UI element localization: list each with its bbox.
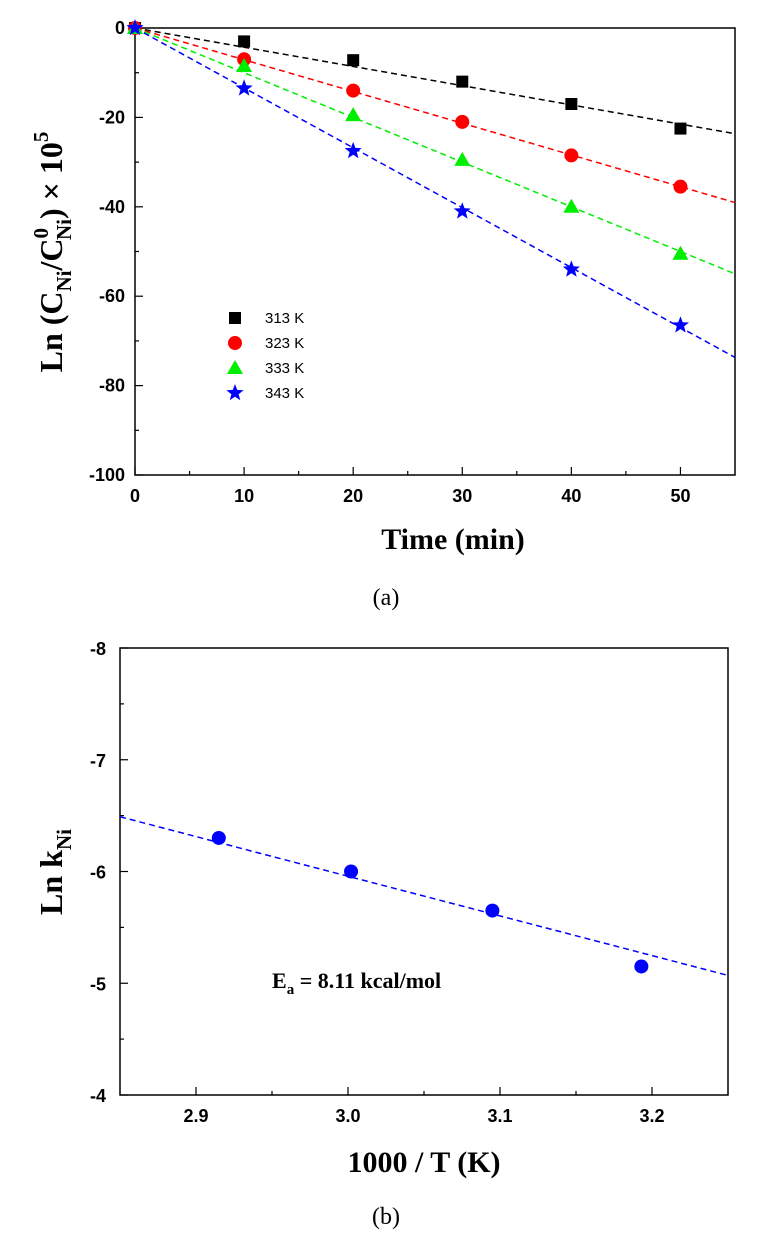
chart-b-ticks: 2.9 3.0 3.1 3.2 -8 -7 -6 -5 -4 [90, 639, 665, 1126]
data-point [456, 75, 469, 88]
data-point [344, 864, 359, 879]
data-point [345, 107, 362, 122]
legend-marker [226, 384, 244, 401]
x-tick-label: 40 [561, 486, 581, 506]
legend-marker [228, 336, 242, 350]
data-point [565, 97, 578, 110]
x-tick-label: 3.0 [335, 1106, 360, 1126]
x-tick-label: 2.9 [183, 1106, 208, 1126]
chart-a-frame [134, 27, 736, 476]
data-point [454, 151, 471, 166]
legend-label: 333 K [265, 360, 304, 377]
data-point [126, 19, 144, 36]
chart-a-fit-lines [134, 27, 736, 359]
chart-b-points [211, 830, 649, 974]
data-point [634, 959, 649, 974]
chart-a-legend: 313 K 323 K 333 K 343 K [226, 310, 304, 402]
chart-a-xlabel: Time (min) [381, 523, 525, 556]
x-tick-label: 3.1 [487, 1106, 512, 1126]
data-point [562, 260, 580, 277]
fit-line [119, 816, 729, 977]
legend-label: 313 K [265, 310, 304, 327]
y-tick-label: -7 [90, 751, 106, 771]
y-tick-label: -5 [90, 974, 106, 994]
data-point [673, 179, 688, 194]
chart-a-points [126, 19, 689, 333]
chart-b-xlabel: 1000 / T (K) [347, 1146, 500, 1179]
data-point [235, 79, 253, 96]
data-point [236, 57, 253, 72]
y-tick-label: -4 [90, 1086, 106, 1106]
data-point [347, 54, 360, 67]
chart-a-panel-label: (a) [373, 585, 400, 611]
y-tick-label: -8 [90, 639, 106, 659]
chart-b: 2.9 3.0 3.1 3.2 -8 -7 -6 -5 -4 Ea = 8.11 kcal/mo… [33, 639, 729, 1230]
data-point [564, 148, 579, 163]
chart-b-ylabel: Ln kNi [33, 829, 76, 915]
y-tick-label: -20 [99, 107, 125, 127]
legend-marker [229, 312, 241, 324]
fit-line [134, 27, 736, 359]
y-tick-label: -40 [99, 197, 125, 217]
y-tick-label: -6 [90, 863, 106, 883]
x-tick-label: 10 [234, 486, 254, 506]
chart-b-annotation: Ea = 8.11 kcal/mol [272, 968, 441, 998]
legend-marker [227, 360, 243, 374]
y-tick-label: -100 [89, 465, 125, 485]
legend-label: 343 K [265, 385, 304, 402]
fit-line [134, 27, 736, 204]
data-point [672, 245, 689, 260]
chart-a-ylabel: Ln (CNi/C0Ni) × 105 [29, 132, 76, 373]
data-point [453, 202, 471, 219]
x-tick-label: 0 [130, 486, 140, 506]
chart-b-panel-label: (b) [372, 1204, 400, 1230]
legend-label: 323 K [265, 335, 304, 352]
fit-line [134, 27, 736, 135]
x-tick-label: 3.2 [639, 1106, 664, 1126]
y-tick-label: 0 [115, 18, 125, 38]
chart-a-ticks: 0 10 20 30 40 50 0 -20 -40 -60 -80 -100 [89, 18, 691, 506]
data-point [455, 114, 470, 129]
data-point [238, 35, 251, 48]
data-point [671, 316, 689, 333]
y-tick-label: -80 [99, 376, 125, 396]
chart-b-fit-line [119, 816, 729, 977]
data-point [563, 198, 580, 213]
x-tick-label: 50 [670, 486, 690, 506]
chart-b-frame [119, 647, 729, 1096]
data-point [485, 903, 500, 918]
x-tick-label: 20 [343, 486, 363, 506]
data-point [211, 830, 226, 845]
fit-line [134, 27, 736, 275]
data-point [346, 83, 361, 98]
x-tick-label: 30 [452, 486, 472, 506]
data-point [344, 141, 362, 159]
y-tick-label: -60 [99, 286, 125, 306]
data-point [674, 122, 687, 135]
